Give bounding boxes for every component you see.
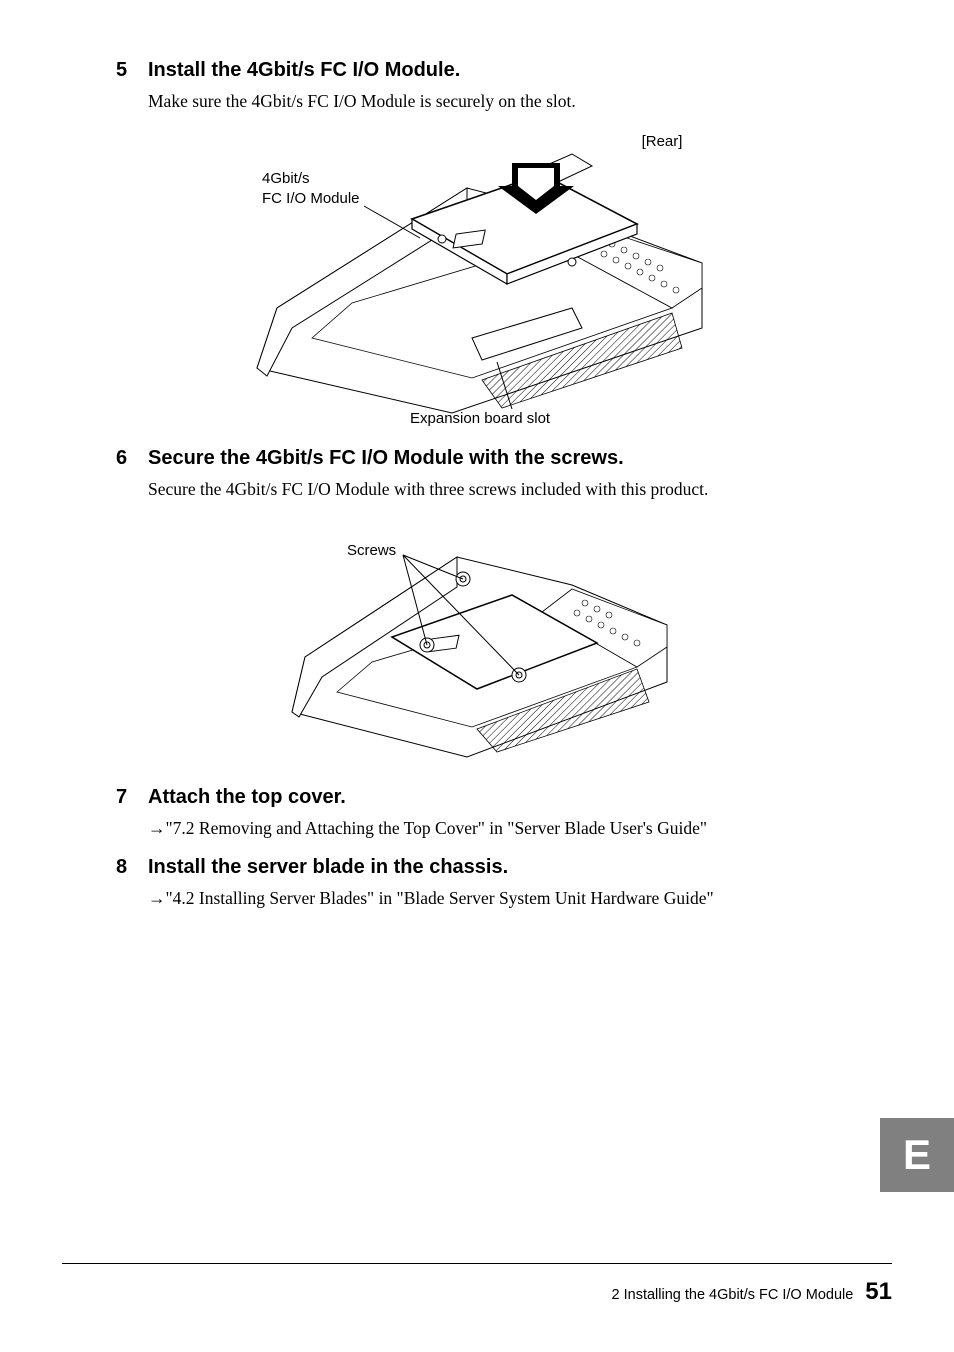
label-module-line2: FC I/O Module xyxy=(262,190,360,207)
label-rear: [Rear] xyxy=(642,133,683,150)
step-5: 5 Install the 4Gbit/s FC I/O Module. Mak… xyxy=(0,58,954,114)
figure-secure-screws-svg: Screws xyxy=(277,517,677,767)
step-5-heading: 5 Install the 4Gbit/s FC I/O Module. xyxy=(148,58,866,83)
step-number: 5 xyxy=(116,59,148,82)
step-title: Attach the top cover. xyxy=(148,785,346,810)
figure-secure-screws: Screws xyxy=(0,517,954,767)
step-8-ref: "4.2 Installing Server Blades" in "Blade… xyxy=(166,888,714,908)
label-expansion-slot: Expansion board slot xyxy=(410,410,551,427)
section-tab: E xyxy=(880,1118,954,1192)
figure-install-module: [Rear] 4Gbit/s FC I/O Module Expansion b… xyxy=(0,128,954,428)
step-number: 7 xyxy=(116,786,148,809)
step-title: Install the 4Gbit/s FC I/O Module. xyxy=(148,58,460,83)
reference-arrow-icon: → xyxy=(148,888,166,908)
page-number: 51 xyxy=(865,1278,892,1306)
step-7: 7 Attach the top cover. →"7.2 Removing a… xyxy=(0,785,954,841)
label-screws: Screws xyxy=(347,542,396,559)
label-module-line1: 4Gbit/s xyxy=(262,170,310,187)
step-7-text: →"7.2 Removing and Attaching the Top Cov… xyxy=(148,816,866,841)
step-6-text: Secure the 4Gbit/s FC I/O Module with th… xyxy=(148,477,866,502)
figure-install-module-svg: [Rear] 4Gbit/s FC I/O Module Expansion b… xyxy=(242,128,712,428)
step-number: 8 xyxy=(116,856,148,879)
reference-arrow-icon: → xyxy=(148,818,166,838)
step-8-heading: 8 Install the server blade in the chassi… xyxy=(148,855,866,880)
step-title: Install the server blade in the chassis. xyxy=(148,855,508,880)
step-title: Secure the 4Gbit/s FC I/O Module with th… xyxy=(148,446,624,471)
step-8-text: →"4.2 Installing Server Blades" in "Blad… xyxy=(148,886,866,911)
step-7-heading: 7 Attach the top cover. xyxy=(148,785,866,810)
page-footer: 2 Installing the 4Gbit/s FC I/O Module 5… xyxy=(0,1263,954,1306)
step-8: 8 Install the server blade in the chassi… xyxy=(0,855,954,911)
step-number: 6 xyxy=(116,447,148,470)
step-5-text: Make sure the 4Gbit/s FC I/O Module is s… xyxy=(148,89,866,114)
section-tab-letter: E xyxy=(903,1131,931,1179)
step-7-ref: "7.2 Removing and Attaching the Top Cove… xyxy=(166,818,707,838)
footer-rule xyxy=(62,1263,892,1264)
footer-section-title: 2 Installing the 4Gbit/s FC I/O Module xyxy=(612,1287,854,1303)
step-6-heading: 6 Secure the 4Gbit/s FC I/O Module with … xyxy=(148,446,866,471)
step-6: 6 Secure the 4Gbit/s FC I/O Module with … xyxy=(0,446,954,502)
